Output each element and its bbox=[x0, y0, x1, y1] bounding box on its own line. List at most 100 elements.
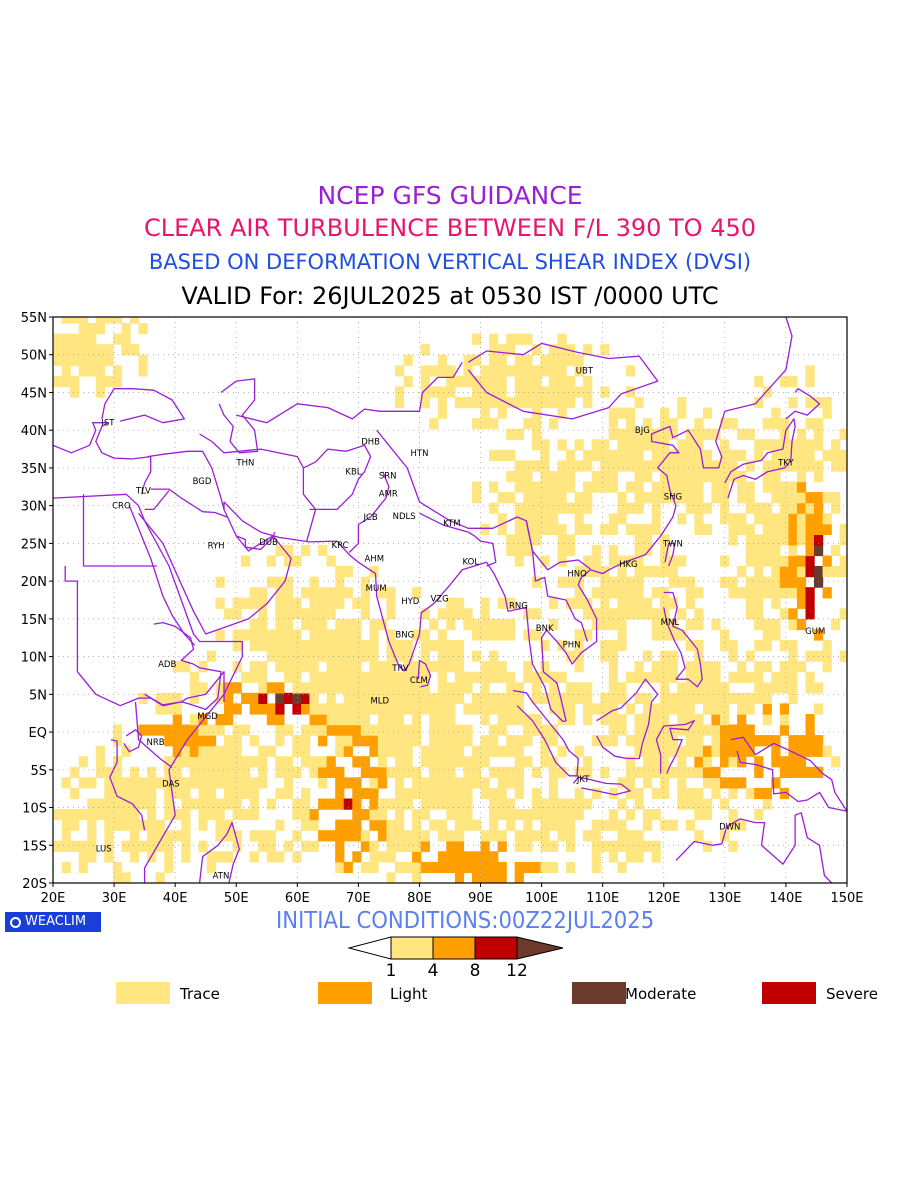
coastline-segment bbox=[150, 488, 228, 518]
coastline-segment bbox=[144, 621, 222, 711]
coastline-segment bbox=[128, 505, 196, 646]
coastline-segment bbox=[675, 812, 833, 883]
colorbar-tick-label: 4 bbox=[428, 961, 439, 981]
lon-tick-label: 130E bbox=[708, 891, 741, 906]
city-label: BJG bbox=[635, 426, 650, 436]
city-label: KRC bbox=[332, 541, 349, 551]
coastline-segment bbox=[376, 429, 591, 571]
city-label: JCB bbox=[362, 513, 377, 523]
logo-icon bbox=[10, 916, 21, 928]
city-label: UBT bbox=[576, 367, 594, 377]
lat-tick-label: 20N bbox=[21, 575, 47, 590]
coastlines bbox=[53, 317, 847, 883]
coastline-segment bbox=[724, 418, 796, 499]
legend-swatch-light bbox=[318, 982, 372, 1004]
city-label: VZG bbox=[430, 594, 448, 604]
city-label: AHM bbox=[364, 554, 384, 564]
initial-conditions: INITIAL CONDITIONS:00Z22JUL2025 bbox=[276, 908, 655, 934]
city-label: MGD bbox=[197, 712, 218, 722]
colorbar-high-arrow bbox=[516, 936, 564, 960]
coastline-segment bbox=[572, 776, 631, 796]
city-label: TKY bbox=[777, 459, 794, 469]
coastline-segment bbox=[655, 720, 695, 774]
lat-tick-label: 25N bbox=[21, 537, 47, 552]
city-label: CRO bbox=[112, 502, 131, 512]
coastline-segment bbox=[101, 388, 185, 424]
lat-tick-label: 15S bbox=[22, 839, 47, 854]
chart-subtitle-cat: CLEAR AIR TURBULENCE BETWEEN F/L 390 TO … bbox=[143, 214, 757, 242]
legend-label-severe: Severe bbox=[826, 985, 878, 1003]
coastline-segment bbox=[64, 566, 225, 707]
lat-tick-label: 50N bbox=[21, 349, 47, 364]
city-label: JKT bbox=[576, 775, 590, 785]
city-label: ATN bbox=[213, 871, 230, 881]
city-label: NRB bbox=[147, 738, 165, 748]
colorbar-low-arrow bbox=[347, 936, 392, 960]
coastline-segment bbox=[199, 433, 317, 543]
coastline-segment bbox=[467, 342, 659, 420]
city-label: HYD bbox=[401, 597, 420, 607]
coastline-segment bbox=[785, 388, 821, 420]
coastline-segment bbox=[223, 317, 793, 723]
city-label: MLD bbox=[370, 696, 389, 706]
lon-tick-label: 50E bbox=[224, 891, 249, 906]
colorbar-tick-label: 8 bbox=[470, 961, 481, 981]
legend-swatch-trace bbox=[116, 982, 170, 1004]
lat-tick-label: EQ bbox=[29, 726, 47, 741]
coastline-segment bbox=[134, 701, 173, 769]
city-label: BNK bbox=[536, 624, 554, 634]
coastline-segment bbox=[512, 689, 579, 777]
city-label: HKG bbox=[619, 560, 638, 570]
lon-tick-label: 60E bbox=[285, 891, 310, 906]
lat-tick-label: 10N bbox=[21, 651, 47, 666]
city-label: SRN bbox=[379, 471, 397, 481]
coastline-segment bbox=[53, 493, 243, 883]
coastline-segment bbox=[147, 450, 225, 510]
lon-tick-label: 100E bbox=[525, 891, 558, 906]
coastline-segment bbox=[218, 378, 259, 454]
city-label: LUS bbox=[96, 844, 112, 854]
colorbar-segment bbox=[474, 936, 518, 960]
coastline-segment bbox=[417, 659, 432, 688]
coastline-segment bbox=[419, 512, 497, 567]
coastline-segment bbox=[123, 729, 143, 753]
city-label: GUM bbox=[805, 627, 825, 637]
lon-tick-label: 110E bbox=[586, 891, 619, 906]
coastline-segment bbox=[730, 736, 847, 812]
lat-tick-label: 45N bbox=[21, 386, 47, 401]
city-labels: UBT BJG TKY IST DHB HTN THN KBL SRN TLV BGD AMR SHG C… bbox=[96, 367, 826, 882]
lat-tick-label: 40N bbox=[21, 424, 47, 439]
lat-tick-label: 5N bbox=[29, 688, 47, 703]
weaclim-logo: WEACLIM bbox=[5, 912, 101, 932]
city-label: DHB bbox=[361, 438, 380, 448]
coastline-segment bbox=[144, 490, 170, 511]
colorbar-tick-label: 1 bbox=[386, 961, 397, 981]
lat-tick-label: 15N bbox=[21, 613, 47, 628]
valid-time: VALID For: 26JUL2025 at 0530 IST /0000 U… bbox=[181, 282, 719, 310]
city-label: HNO bbox=[567, 570, 587, 580]
coastline-segment bbox=[348, 471, 390, 553]
city-label: ADB bbox=[158, 660, 176, 670]
lon-tick-label: 20E bbox=[41, 891, 66, 906]
lon-tick-label: 140E bbox=[769, 891, 802, 906]
legend-swatch-severe bbox=[762, 982, 816, 1004]
city-label: KTM bbox=[443, 519, 460, 529]
city-label: RNG bbox=[509, 601, 528, 611]
lat-tick-label: 5S bbox=[30, 764, 47, 779]
lat-tick-label: 35N bbox=[21, 462, 47, 477]
lon-tick-label: 80E bbox=[407, 891, 432, 906]
coastline-segment bbox=[198, 821, 240, 883]
city-label: RYH bbox=[208, 542, 225, 552]
city-label: KBL bbox=[345, 468, 361, 478]
coastline-segment bbox=[664, 542, 676, 567]
coastline-segment bbox=[82, 494, 157, 567]
lon-tick-label: 90E bbox=[468, 891, 493, 906]
city-label: MUM bbox=[366, 584, 387, 594]
lat-tick-label: 20S bbox=[22, 877, 47, 892]
city-label: TRV bbox=[391, 664, 409, 674]
colorbar-segment bbox=[390, 936, 434, 960]
city-label: HTN bbox=[410, 449, 428, 459]
city-label: BNG bbox=[395, 631, 414, 641]
lat-tick-label: 30N bbox=[21, 500, 47, 515]
